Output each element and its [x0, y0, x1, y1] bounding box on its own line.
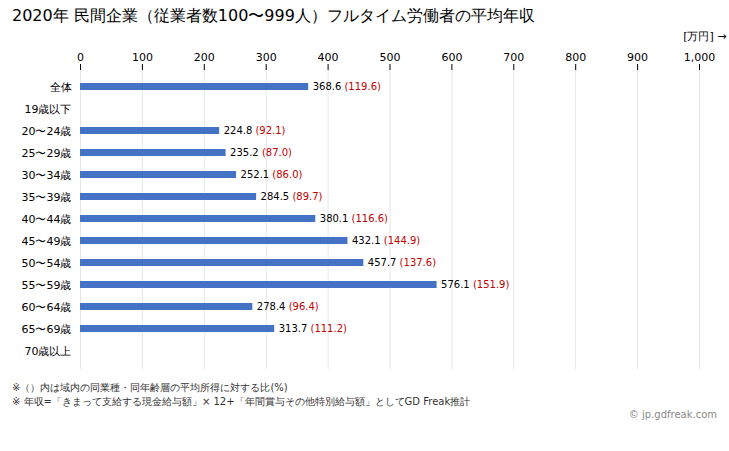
svg-text:(89.7): (89.7) [292, 191, 322, 202]
html-text:※ 年収=「きまって支給する現金給与額」× 12+「年間賞与: ※ 年収=「きまって支給する現金給与額」× 12+「年間賞与その他特別給与額」と… [12, 395, 471, 407]
svg-text:432.1: 432.1 [352, 235, 381, 246]
html-text:© jp.gdfreak.com: © jp.gdfreak.com [628, 409, 717, 420]
svg-text:100: 100 [132, 51, 153, 64]
svg-text:800: 800 [565, 51, 586, 64]
svg-text:224.8: 224.8 [224, 125, 253, 136]
svg-text:20〜24歳: 20〜24歳 [22, 125, 72, 138]
svg-text:0: 0 [77, 51, 84, 64]
svg-text:35〜39歳: 35〜39歳 [22, 191, 72, 204]
svg-text:45〜49歳: 45〜49歳 [22, 235, 72, 248]
svg-text:(119.6): (119.6) [344, 81, 381, 92]
svg-text:25〜29歳: 25〜29歳 [22, 147, 72, 160]
svg-text:200: 200 [194, 51, 215, 64]
svg-text:235.2: 235.2 [230, 147, 259, 158]
svg-text:1,000: 1,000 [684, 51, 716, 64]
svg-text:500: 500 [380, 51, 401, 64]
svg-text:30〜34歳: 30〜34歳 [22, 169, 72, 182]
svg-text:900: 900 [627, 51, 648, 64]
svg-text:(92.1): (92.1) [255, 125, 285, 136]
svg-text:65〜69歳: 65〜69歳 [22, 323, 72, 336]
svg-text:368.6: 368.6 [313, 81, 342, 92]
svg-text:576.1: 576.1 [441, 279, 470, 290]
svg-text:(116.6): (116.6) [352, 213, 389, 224]
svg-text:[万円] →: [万円] → [683, 30, 726, 43]
svg-text:55〜59歳: 55〜59歳 [22, 279, 72, 292]
svg-text:(151.9): (151.9) [473, 279, 510, 290]
svg-text:60〜64歳: 60〜64歳 [22, 301, 72, 314]
html-text:※（）内は域内の同業種・同年齢層の平均所得に対する比(%): ※（）内は域内の同業種・同年齢層の平均所得に対する比(%) [12, 382, 288, 393]
svg-text:313.7: 313.7 [279, 323, 308, 334]
svg-text:19歳以下: 19歳以下 [25, 103, 72, 116]
svg-text:70歳以上: 70歳以上 [25, 345, 72, 358]
svg-text:(86.0): (86.0) [272, 169, 302, 180]
svg-text:284.5: 284.5 [261, 191, 290, 202]
html-text:2020年 民間企業（従業者数100〜999人）フルタイム労: 2020年 民間企業（従業者数100〜999人）フルタイム労働者の平均年収 [12, 6, 535, 25]
svg-text:50〜54歳: 50〜54歳 [22, 257, 72, 270]
svg-text:700: 700 [503, 51, 524, 64]
svg-text:(87.0): (87.0) [262, 147, 292, 158]
svg-text:457.7: 457.7 [368, 257, 397, 268]
svg-text:600: 600 [441, 51, 462, 64]
svg-text:300: 300 [256, 51, 277, 64]
svg-text:(111.2): (111.2) [310, 323, 347, 334]
svg-text:278.4: 278.4 [257, 301, 286, 312]
svg-text:380.1: 380.1 [320, 213, 349, 224]
svg-text:全体: 全体 [50, 81, 72, 94]
svg-text:(137.6): (137.6) [400, 257, 437, 268]
svg-text:(96.4): (96.4) [289, 301, 319, 312]
svg-text:252.1: 252.1 [241, 169, 270, 180]
svg-text:40〜44歳: 40〜44歳 [22, 213, 72, 226]
svg-text:400: 400 [318, 51, 339, 64]
svg-text:(144.9): (144.9) [384, 235, 421, 246]
